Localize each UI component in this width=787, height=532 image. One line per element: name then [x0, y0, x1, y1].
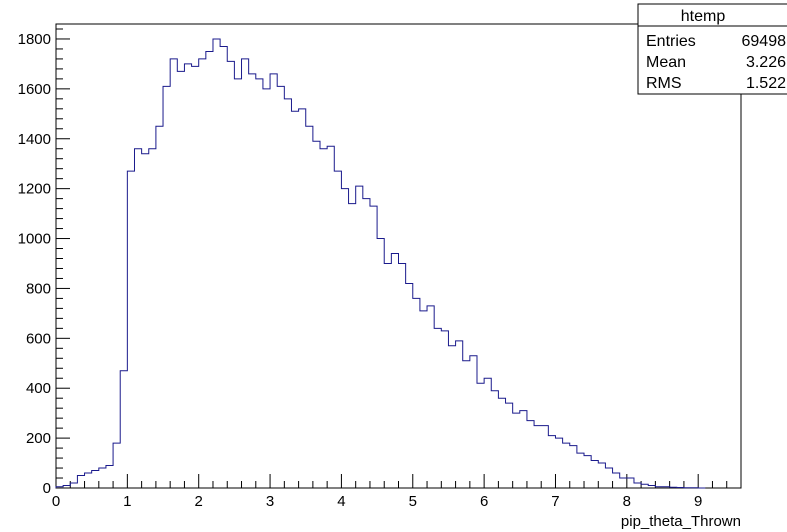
x-tick-label: 3 — [266, 493, 274, 510]
x-tick-label: 8 — [623, 493, 631, 510]
stats-box: htemp Entries 69498 Mean 3.226 RMS 1.522 — [637, 3, 787, 95]
y-tick-label: 1400 — [18, 131, 51, 148]
x-tick-label: 7 — [551, 493, 559, 510]
y-tick-label: 1600 — [18, 81, 51, 98]
stats-box-frame — [637, 3, 787, 95]
axis-tick-labels: 0 1 2 3 4 5 6 7 8 9 0 200 400 600 800 1000 1200 1400 1600 1… — [18, 31, 703, 510]
y-tick-label: 200 — [26, 430, 51, 447]
stats-rms-label: RMS — [646, 75, 682, 92]
stats-entries-value: 69498 — [742, 33, 787, 50]
y-tick-label: 800 — [26, 280, 51, 297]
y-tick-label: 1800 — [18, 31, 51, 48]
stats-mean-value: 3.226 — [746, 54, 786, 71]
x-axis-title: pip_theta_Thrown — [621, 513, 741, 530]
stats-rms-value: 1.522 — [746, 75, 786, 92]
stats-box-title: htemp — [681, 8, 726, 25]
y-tick-label: 1200 — [18, 181, 51, 198]
stats-mean-label: Mean — [646, 54, 686, 71]
x-tick-label: 6 — [480, 493, 488, 510]
x-tick-label: 1 — [123, 493, 131, 510]
x-tick-label: 5 — [409, 493, 417, 510]
x-tick-label: 2 — [195, 493, 203, 510]
y-tick-label: 400 — [26, 380, 51, 397]
y-tick-label: 1000 — [18, 231, 51, 248]
stats-entries-label: Entries — [646, 33, 696, 50]
y-tick-label: 0 — [43, 480, 51, 497]
x-tick-label: 9 — [694, 493, 702, 510]
x-tick-label: 4 — [337, 493, 345, 510]
axis-ticks — [55, 28, 742, 489]
y-tick-label: 600 — [26, 330, 51, 347]
histogram-step-line — [55, 38, 706, 489]
x-tick-label: 0 — [52, 493, 60, 510]
